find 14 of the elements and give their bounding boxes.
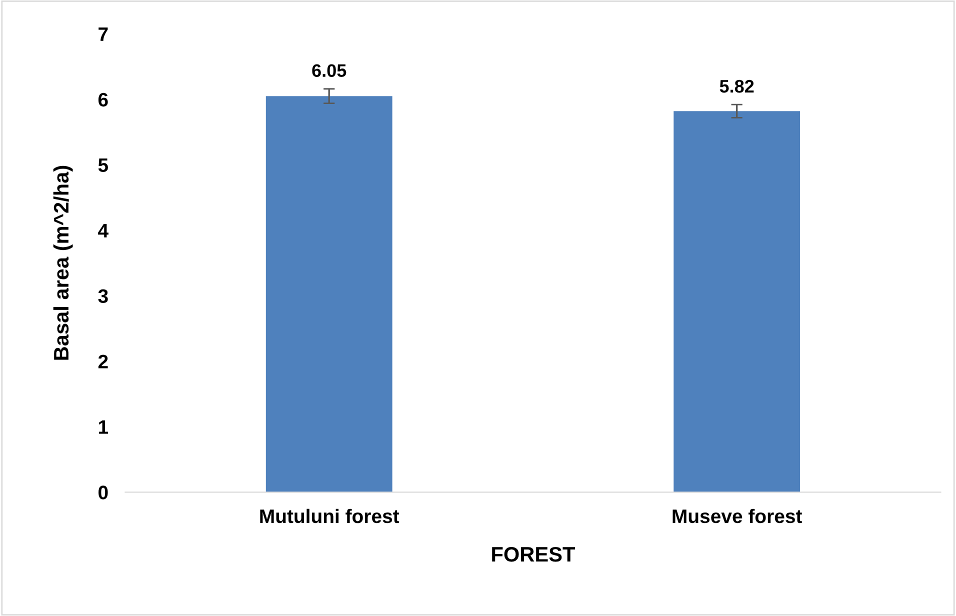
data-label: 6.05 — [312, 64, 346, 77]
data-label: 5.82 — [720, 80, 754, 93]
y-tick-label: 7 — [98, 28, 108, 41]
y-tick-label: 5 — [98, 158, 108, 172]
y-axis-title: Basal area (m^2/ha) — [53, 166, 73, 360]
y-tick-label: 2 — [98, 354, 108, 368]
y-tick-label: 1 — [98, 420, 108, 434]
y-tick-label: 6 — [98, 92, 108, 107]
x-axis-title: FOREST — [492, 546, 575, 562]
x-tick-label: Mutuluni forest — [260, 508, 400, 524]
y-tick-label: 4 — [98, 224, 108, 238]
y-tick-label: 0 — [98, 486, 108, 500]
x-tick-label: Museve forest — [672, 508, 802, 524]
y-tick-label: 3 — [98, 289, 108, 304]
